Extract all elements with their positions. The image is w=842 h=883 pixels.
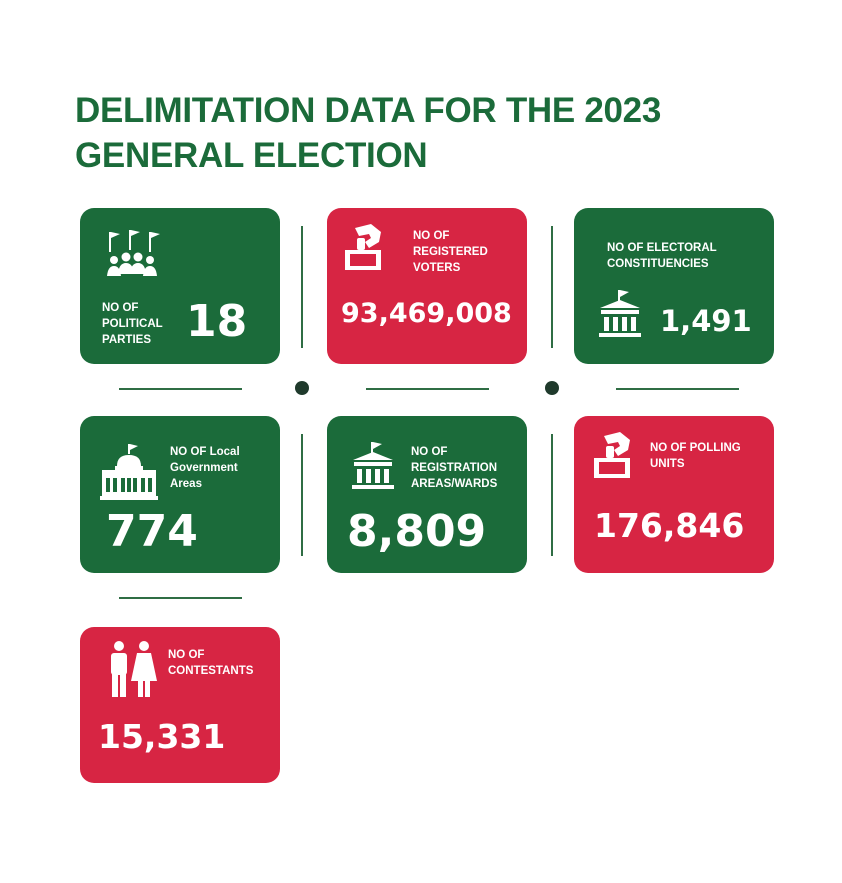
title-line-2: GENERAL ELECTION <box>75 136 428 175</box>
title-line-1: DELIMITATION DATA FOR THE 2023 <box>75 91 662 130</box>
divider-vertical <box>301 226 303 348</box>
card-value: 774 <box>106 506 198 557</box>
card-registration-areas-wards: NO OF REGISTRATION AREAS/WARDS 8,809 <box>327 416 527 573</box>
man-woman-icon <box>111 641 157 697</box>
ballot-box-icon <box>594 432 630 478</box>
card-value: 1,491 <box>660 304 752 338</box>
party-flags-icon <box>107 230 160 276</box>
card-political-parties: NO OF POLITICAL PARTIES 18 <box>80 208 280 364</box>
card-label: NO OF Local Government Areas <box>170 446 240 490</box>
divider-horizontal <box>119 388 242 390</box>
capitol-building-icon <box>100 444 158 500</box>
card-label: NO OF POLLING UNITS <box>650 442 741 470</box>
card-label: NO OF REGISTERED VOTERS <box>413 230 488 274</box>
divider-horizontal <box>616 388 739 390</box>
card-label: NO OF POLITICAL PARTIES <box>102 302 163 346</box>
card-label: NO OF ELECTORAL CONSTITUENCIES <box>607 242 717 270</box>
card-label: NO OF REGISTRATION AREAS/WARDS <box>411 446 498 490</box>
card-value: 18 <box>186 296 248 347</box>
card-polling-units: NO OF POLLING UNITS 176,846 <box>574 416 774 573</box>
divider-horizontal <box>119 597 242 599</box>
divider-dot <box>295 381 309 395</box>
card-value: 176,846 <box>594 506 745 545</box>
card-value: 15,331 <box>98 717 226 756</box>
building-flag-icon <box>599 290 641 337</box>
divider-vertical <box>301 434 303 556</box>
card-label: NO OF CONTESTANTS <box>168 649 254 677</box>
card-registered-voters: NO OF REGISTERED VOTERS 93,469,008 <box>327 208 527 364</box>
card-value: 93,469,008 <box>341 298 512 329</box>
card-local-government-areas: NO OF Local Government Areas 774 <box>80 416 280 573</box>
ballot-box-icon <box>345 224 381 270</box>
divider-dot <box>545 381 559 395</box>
building-flag-icon <box>352 442 394 489</box>
card-value: 8,809 <box>347 506 487 557</box>
divider-vertical <box>551 226 553 348</box>
divider-horizontal <box>366 388 489 390</box>
card-contestants: NO OF CONTESTANTS 15,331 <box>80 627 280 783</box>
divider-vertical <box>551 434 553 556</box>
card-electoral-constituencies: NO OF ELECTORAL CONSTITUENCIES 1,491 <box>574 208 774 364</box>
page-title: DELIMITATION DATA FOR THE 2023 GENERAL E… <box>75 88 775 178</box>
